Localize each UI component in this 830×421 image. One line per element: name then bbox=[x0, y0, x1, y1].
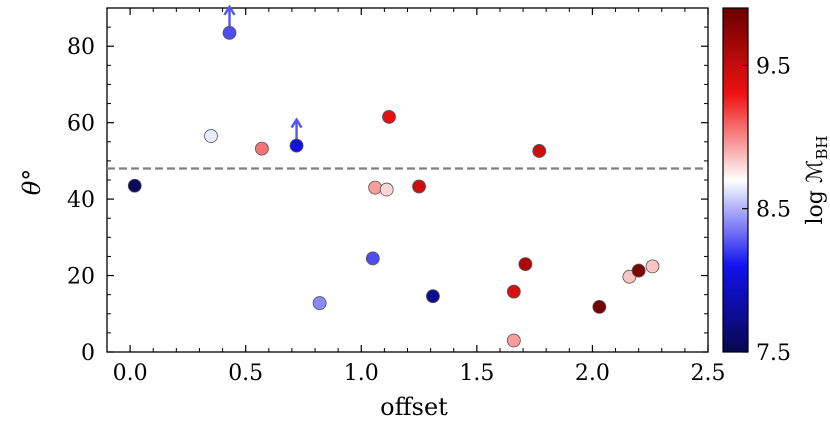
data-point bbox=[254, 141, 269, 156]
data-point bbox=[382, 110, 396, 124]
colorbar-title: log ℳBH bbox=[803, 136, 830, 225]
data-point bbox=[289, 138, 304, 153]
data-point bbox=[312, 296, 327, 310]
lower-limit-arrow-head bbox=[290, 117, 303, 129]
colorbar-tick-label: 7.5 bbox=[756, 341, 791, 366]
data-point bbox=[365, 251, 380, 266]
colorbar-title-main: log ℳ bbox=[803, 160, 828, 225]
x-tick-label: 0.5 bbox=[228, 361, 263, 386]
colorbar-tick-label: 9.5 bbox=[756, 54, 791, 79]
data-point bbox=[631, 263, 646, 278]
x-tick-label: 2.0 bbox=[575, 361, 610, 386]
y-tick-label: 40 bbox=[67, 188, 95, 213]
data-point bbox=[645, 259, 660, 274]
data-point bbox=[592, 299, 607, 314]
data-points bbox=[127, 4, 660, 348]
data-point bbox=[506, 333, 521, 348]
y-axis-title: θ° bbox=[18, 169, 46, 195]
data-point bbox=[379, 182, 394, 197]
y-tick-label: 20 bbox=[67, 265, 95, 290]
x-axis-title: offset bbox=[380, 393, 448, 421]
y-tick-label: 80 bbox=[67, 35, 95, 60]
colorbar-bar bbox=[722, 7, 749, 353]
colorbar-tick-label: 8.5 bbox=[756, 198, 791, 223]
data-point bbox=[532, 144, 547, 158]
x-tick-label: 1.0 bbox=[344, 361, 379, 386]
data-point bbox=[368, 180, 383, 195]
x-tick-label: 2.5 bbox=[691, 361, 726, 386]
data-point bbox=[412, 179, 426, 194]
x-tick-label: 0.0 bbox=[113, 361, 148, 386]
data-point bbox=[222, 25, 237, 40]
y-axis-ticks: 0 20 40 60 80 bbox=[67, 26, 708, 366]
y-tick-label: 60 bbox=[67, 112, 95, 137]
y-tick-label: 0 bbox=[81, 341, 95, 366]
data-point bbox=[204, 129, 218, 143]
x-axis-ticks: 0.0 0.5 1.0 1.5 2.0 2.5 bbox=[113, 8, 726, 386]
data-point bbox=[518, 257, 533, 271]
data-point bbox=[426, 289, 440, 304]
colorbar: 7.5 8.5 9.5 bbox=[722, 7, 791, 366]
data-point bbox=[506, 284, 521, 299]
x-tick-label: 1.5 bbox=[459, 361, 494, 386]
lower-limit-arrow-head bbox=[223, 4, 236, 16]
colorbar-title-subscript: BH bbox=[813, 136, 830, 160]
data-point bbox=[127, 178, 142, 193]
